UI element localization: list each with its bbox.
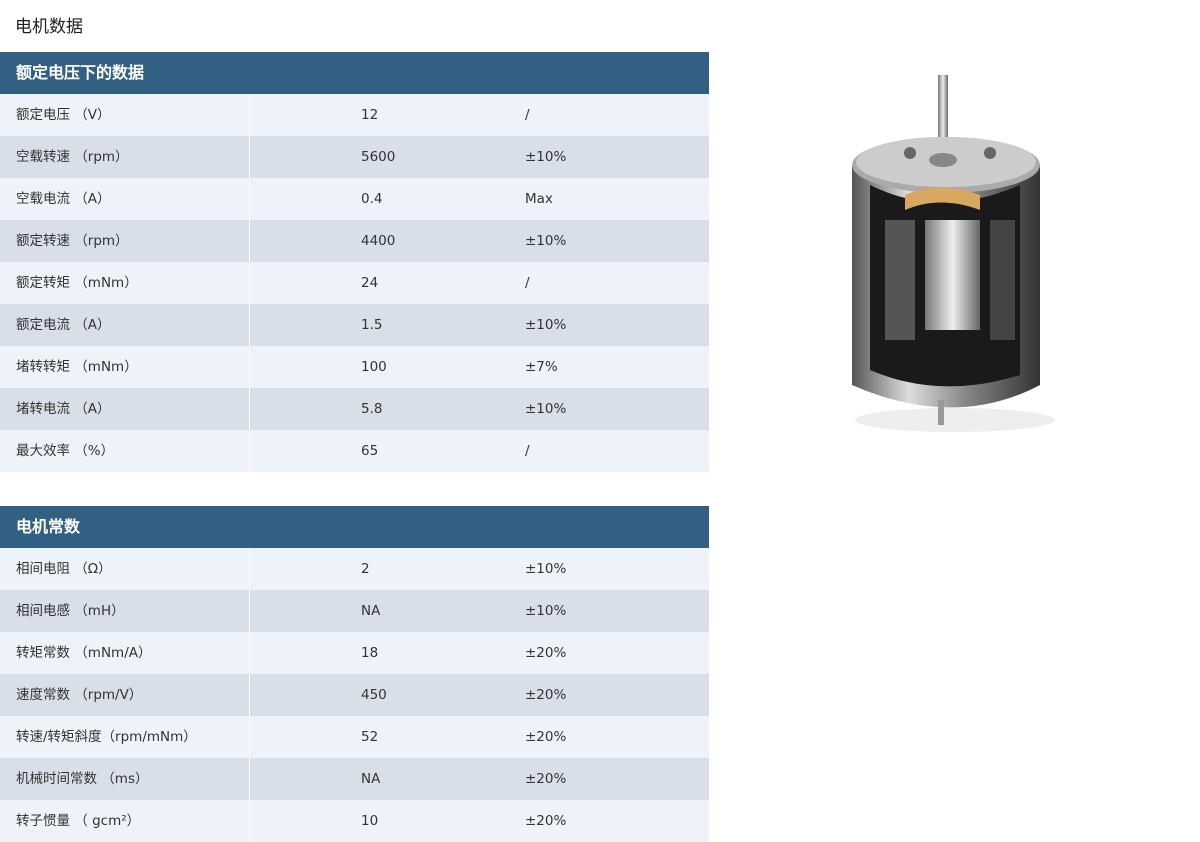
table-row: 额定转矩 （mNm） 24 / [0, 262, 709, 304]
parameter-cell: 空载转速 （rpm） [0, 136, 250, 178]
parameter-cell: 空载电流 （A） [0, 178, 250, 220]
value-cell: 5.8 [361, 401, 383, 417]
table-header: 额定电压下的数据 [0, 52, 709, 94]
tolerance-cell: ±10% [525, 561, 567, 577]
table-row: 空载转速 （rpm） 5600 ±10% [0, 136, 709, 178]
parameter-cell: 机械时间常数 （ms） [0, 758, 250, 800]
table-row: 相间电阻 （Ω） 2 ±10% [0, 548, 709, 590]
rated-voltage-table: 额定电压下的数据 额定电压 （V） 12/空载转速 （rpm） 5600 ±10% 空载… [0, 52, 709, 472]
table-row: 机械时间常数 （ms） NA ±20% [0, 758, 709, 800]
tolerance-cell: / [525, 443, 530, 459]
value-cell: NA [361, 771, 381, 787]
tolerance-cell: / [525, 275, 530, 291]
tolerance-cell: / [525, 107, 530, 123]
parameter-cell: 最大效率 （%） [0, 430, 250, 472]
value-cell: 65 [361, 443, 379, 459]
parameter-cell: 额定转速 （rpm） [0, 220, 250, 262]
table-row: 堵转转矩 （mNm） 100 ±7% [0, 346, 709, 388]
tolerance-cell: ±10% [525, 233, 567, 249]
parameter-cell: 额定电流 （A） [0, 304, 250, 346]
tolerance-cell: Max [525, 191, 553, 207]
parameter-cell: 相间电阻 （Ω） [0, 548, 250, 590]
tolerance-cell: ±10% [525, 317, 567, 333]
tolerance-cell: ±7% [525, 359, 558, 375]
value-cell: 1.5 [361, 317, 383, 333]
parameter-cell: 相间电感 （mH） [0, 590, 250, 632]
table-row: 转矩常数 （mNm/A） 18 ±20% [0, 632, 709, 674]
tolerance-cell: ±20% [525, 813, 567, 829]
value-cell: NA [361, 603, 381, 619]
tolerance-cell: ±20% [525, 645, 567, 661]
parameter-cell: 转速/转矩斜度（rpm/mNm） [0, 716, 250, 758]
tolerance-cell: ±10% [525, 401, 567, 417]
tolerance-cell: ±20% [525, 771, 567, 787]
parameter-cell: 速度常数 （rpm/V） [0, 674, 250, 716]
motor-constants-table: 电机常数 相间电阻 （Ω） 2 ±10% 相间电感 （mH） NA ±10% 转矩常数 （m… [0, 506, 709, 842]
value-cell: 100 [361, 359, 387, 375]
value-cell: 5600 [361, 149, 396, 165]
table-row: 额定电流 （A） 1.5 ±10% [0, 304, 709, 346]
table-row: 转子惯量 （ gcm²） 10 ±20% [0, 800, 709, 842]
table-row: 最大效率 （%） 65 / [0, 430, 709, 472]
parameter-cell: 堵转转矩 （mNm） [0, 346, 250, 388]
value-cell: 52 [361, 729, 379, 745]
value-cell: 0.4 [361, 191, 383, 207]
parameter-cell: 堵转电流 （A） [0, 388, 250, 430]
value-cell: 10 [361, 813, 379, 829]
section-title: 电机数据 [15, 17, 83, 37]
tolerance-cell: ±20% [525, 729, 567, 745]
value-cell: 450 [361, 687, 387, 703]
tolerance-cell: ±10% [525, 603, 567, 619]
table-row: 堵转电流 （A） 5.8 ±10% [0, 388, 709, 430]
table-row: 相间电感 （mH） NA ±10% [0, 590, 709, 632]
table-header: 电机常数 [0, 506, 709, 548]
value-cell: 18 [361, 645, 379, 661]
motor-cutaway-image [852, 75, 1055, 432]
table-row: 额定转速 （rpm） 4400 ±10% [0, 220, 709, 262]
value-cell: 2 [361, 561, 370, 577]
table-row: 转速/转矩斜度（rpm/mNm） 52 ±20% [0, 716, 709, 758]
parameter-cell: 额定电压 （V） [0, 94, 250, 136]
value-cell: 4400 [361, 233, 396, 249]
parameter-cell: 额定转矩 （mNm） [0, 262, 250, 304]
value-cell: 12 [361, 107, 379, 123]
parameter-cell: 转子惯量 （ gcm²） [0, 800, 250, 842]
table-row: 空载电流 （A） 0.4 Max [0, 178, 709, 220]
tolerance-cell: ±10% [525, 149, 567, 165]
value-cell: 24 [361, 275, 379, 291]
table-row: 速度常数 （rpm/V） 450 ±20% [0, 674, 709, 716]
table-row: 额定电压 （V） 12 / [0, 94, 709, 136]
parameter-cell: 转矩常数 （mNm/A） [0, 632, 250, 674]
tolerance-cell: ±20% [525, 687, 567, 703]
